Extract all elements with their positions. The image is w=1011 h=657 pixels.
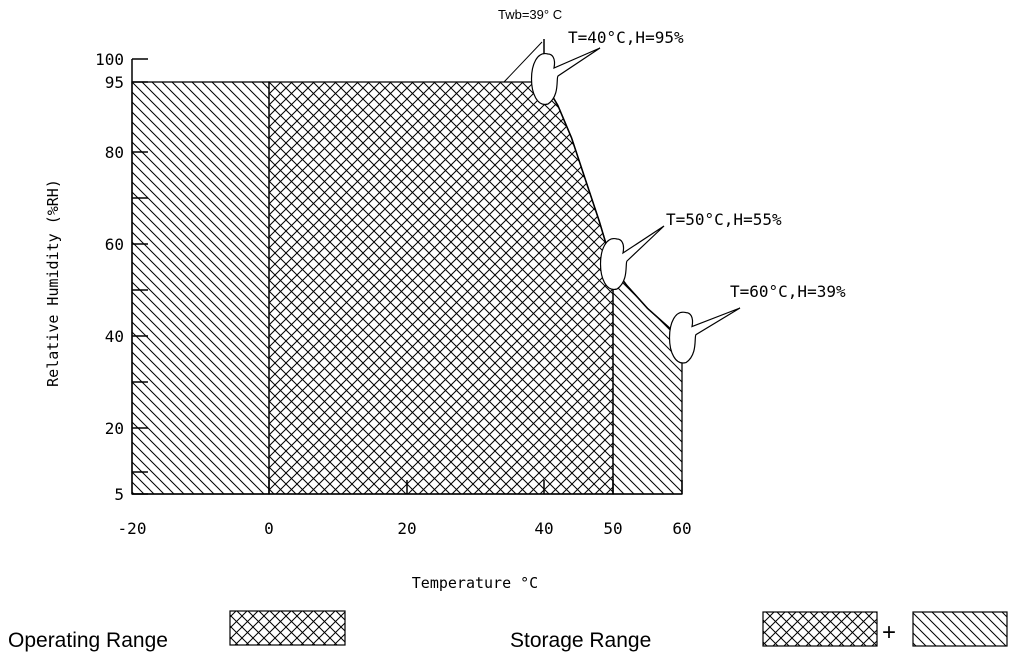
y-tick-label: 40 [105,327,124,346]
y-axis-label: Relative Humidity (%RH) [44,179,62,387]
operating-range-area [268,81,614,495]
y-tick-label: 80 [105,143,124,162]
annotation-label: T=40°C,H=95% [568,28,684,47]
legend-plus: + [882,619,896,646]
y-tick-label: 95 [105,73,124,92]
x-tick-label: 50 [603,519,622,538]
y-tick-label: 60 [105,235,124,254]
legend-operating-swatch [229,610,346,646]
legend-storage-swatch-cross [762,611,878,647]
legend: Operating Range Storage Range + [8,610,1008,652]
annotation-callout [600,225,665,290]
x-tick-label: 20 [397,519,416,538]
wet-bulb-label: Twb=39° C [498,7,562,22]
y-tick-label: 100 [95,50,124,69]
legend-storage-swatch-diagonal [912,611,1008,647]
x-tick-label: 0 [264,519,274,538]
wet-bulb-guide-line [503,41,543,83]
x-tick-label: 60 [672,519,691,538]
storage-area-left [131,81,270,495]
legend-operating-label: Operating Range [8,629,168,652]
storage-area-right [612,265,683,495]
annotation-callout [669,307,741,364]
annotation-label: T=50°C,H=55% [666,210,782,229]
y-tick-label: 5 [114,485,124,504]
x-axis-ticks: -20 0 20 40 50 60 [118,480,692,538]
x-axis-label: Temperature °C [412,574,538,592]
annotation-label: T=60°C,H=39% [730,282,846,301]
y-axis-ticks: 5 20 40 60 80 95 100 [95,50,148,504]
x-tick-label: 40 [534,519,553,538]
legend-storage-label: Storage Range [510,629,651,652]
operating-area-shape [268,81,614,495]
annotations: T=40°C,H=95% T=50°C,H=55% T=60°C,H=39% [531,28,846,364]
y-tick-label: 20 [105,419,124,438]
x-tick-label: -20 [118,519,147,538]
annotation-callout [531,47,601,105]
